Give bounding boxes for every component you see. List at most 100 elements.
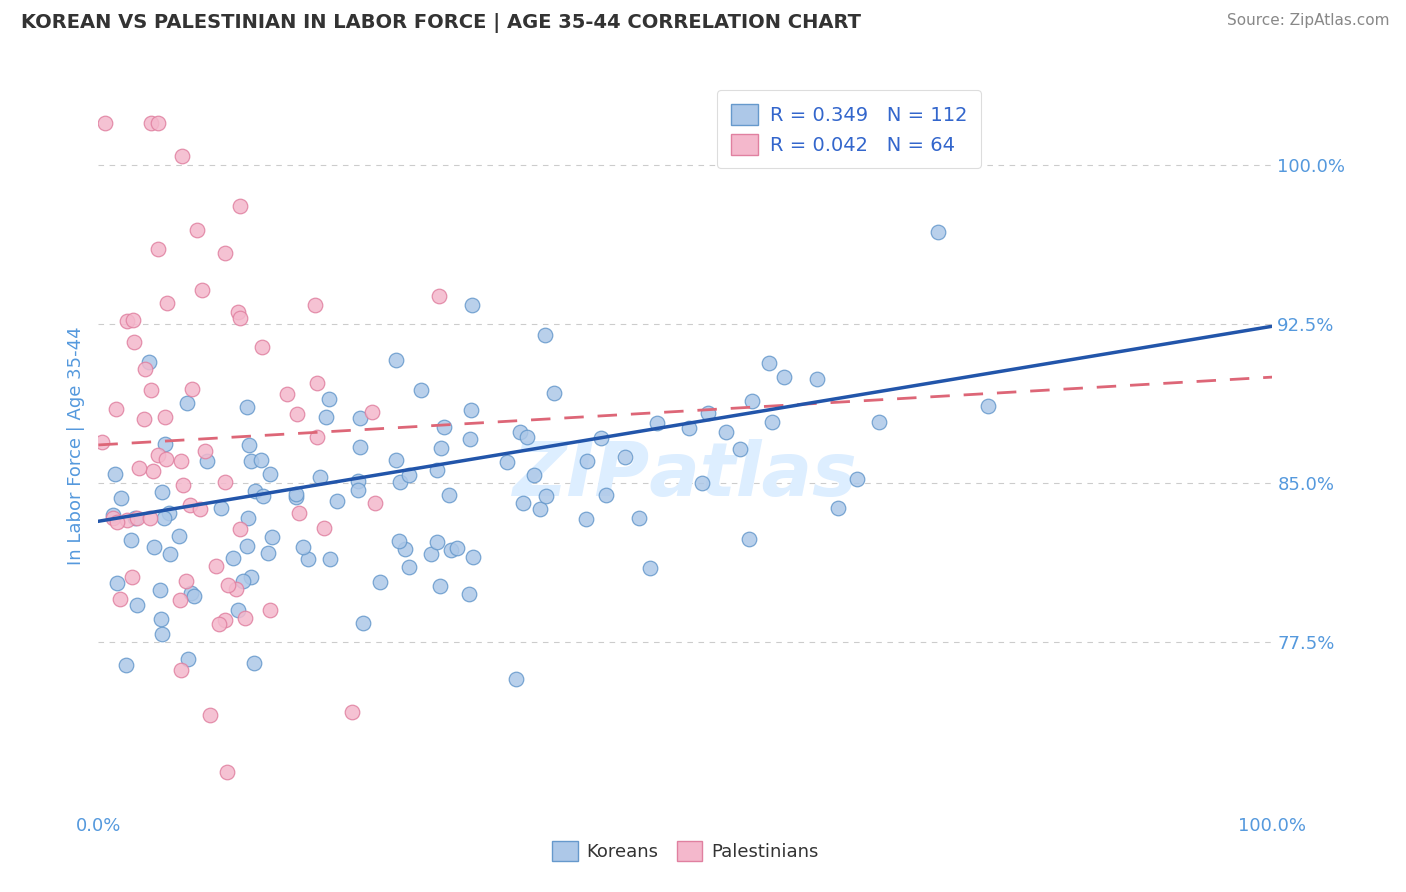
Palestinians xyxy=(364,496,387,510)
Koreans xyxy=(104,467,127,481)
Koreans xyxy=(529,501,551,516)
Palestinians xyxy=(146,116,169,130)
Koreans xyxy=(285,490,308,504)
Koreans xyxy=(512,496,534,510)
Koreans xyxy=(440,543,463,558)
Palestinians xyxy=(142,464,165,478)
Koreans xyxy=(238,438,260,452)
Koreans xyxy=(138,355,160,369)
Koreans xyxy=(318,552,340,566)
Koreans xyxy=(318,392,340,406)
Palestinians xyxy=(285,407,308,421)
Koreans xyxy=(236,401,259,415)
Koreans xyxy=(741,394,763,409)
Koreans xyxy=(150,626,173,640)
Koreans xyxy=(177,652,200,666)
Palestinians xyxy=(170,663,193,677)
Koreans xyxy=(409,384,432,398)
Palestinians xyxy=(229,522,252,536)
Koreans xyxy=(446,541,468,556)
Koreans xyxy=(127,598,149,612)
Palestinians xyxy=(139,383,162,397)
Palestinians xyxy=(170,454,193,468)
Palestinians xyxy=(217,578,239,592)
Koreans xyxy=(150,484,173,499)
Koreans xyxy=(645,416,668,430)
Palestinians xyxy=(228,199,250,213)
Koreans xyxy=(157,506,180,520)
Koreans xyxy=(516,430,538,444)
Koreans xyxy=(159,547,181,561)
Koreans xyxy=(460,403,482,417)
Text: KOREAN VS PALESTINIAN IN LABOR FORCE | AGE 35-44 CORRELATION CHART: KOREAN VS PALESTINIAN IN LABOR FORCE | A… xyxy=(21,13,860,33)
Palestinians xyxy=(90,435,112,450)
Palestinians xyxy=(198,708,221,723)
Palestinians xyxy=(191,283,214,297)
Palestinians xyxy=(288,506,311,520)
Koreans xyxy=(149,582,172,597)
Koreans xyxy=(183,590,205,604)
Palestinians xyxy=(207,616,229,631)
Koreans xyxy=(846,472,869,486)
Palestinians xyxy=(117,513,139,527)
Koreans xyxy=(250,452,273,467)
Koreans xyxy=(259,467,281,481)
Koreans xyxy=(806,372,828,386)
Koreans xyxy=(252,489,274,503)
Koreans xyxy=(505,672,527,686)
Koreans xyxy=(394,541,416,556)
Koreans xyxy=(167,529,190,543)
Koreans xyxy=(352,615,374,630)
Palestinians xyxy=(105,515,128,529)
Palestinians xyxy=(174,574,197,588)
Koreans xyxy=(638,561,661,575)
Koreans xyxy=(256,546,278,560)
Palestinians xyxy=(169,593,191,607)
Koreans xyxy=(398,559,420,574)
Koreans xyxy=(120,533,142,547)
Koreans xyxy=(221,550,243,565)
Palestinians xyxy=(132,411,155,425)
Koreans xyxy=(533,328,555,343)
Koreans xyxy=(105,576,128,591)
Koreans xyxy=(347,483,370,497)
Palestinians xyxy=(259,603,281,617)
Koreans xyxy=(284,487,307,501)
Koreans xyxy=(101,508,124,522)
Palestinians xyxy=(360,405,382,419)
Palestinians xyxy=(134,362,156,376)
Koreans xyxy=(149,612,172,626)
Koreans xyxy=(458,433,481,447)
Koreans xyxy=(124,511,146,525)
Palestinians xyxy=(214,246,236,260)
Palestinians xyxy=(128,460,150,475)
Koreans xyxy=(761,415,783,429)
Palestinians xyxy=(250,340,273,354)
Palestinians xyxy=(121,313,143,327)
Palestinians xyxy=(214,475,236,489)
Koreans xyxy=(429,579,451,593)
Koreans xyxy=(595,488,617,502)
Koreans xyxy=(509,425,531,439)
Palestinians xyxy=(101,511,124,525)
Koreans xyxy=(385,353,408,368)
Palestinians xyxy=(190,501,212,516)
Koreans xyxy=(628,511,651,525)
Koreans xyxy=(728,442,751,456)
Koreans xyxy=(240,570,263,584)
Koreans xyxy=(385,452,408,467)
Koreans xyxy=(696,406,718,420)
Palestinians xyxy=(429,289,451,303)
Palestinians xyxy=(146,242,169,256)
Koreans xyxy=(576,454,599,468)
Palestinians xyxy=(205,558,228,573)
Palestinians xyxy=(194,444,217,458)
Koreans xyxy=(326,493,349,508)
Palestinians xyxy=(229,311,252,326)
Koreans xyxy=(388,475,411,490)
Palestinians xyxy=(146,448,169,462)
Koreans xyxy=(347,474,370,488)
Koreans xyxy=(226,603,249,617)
Koreans xyxy=(349,440,371,454)
Koreans xyxy=(426,535,449,549)
